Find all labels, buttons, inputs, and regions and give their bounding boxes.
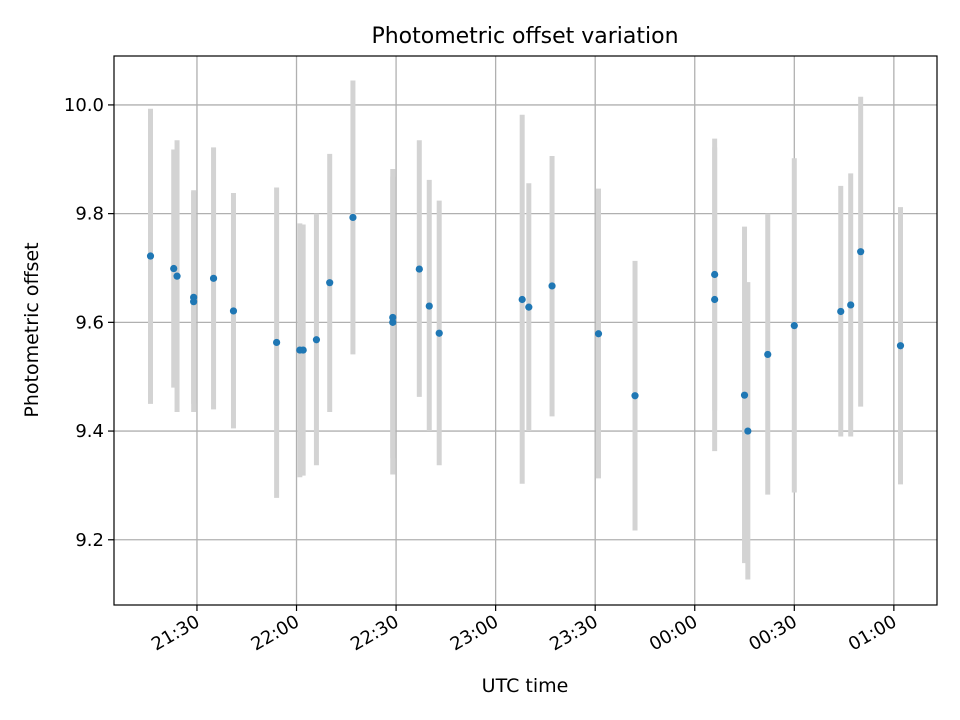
y-tick-label: 10.0 (64, 95, 104, 116)
data-point (273, 338, 281, 347)
data-point (764, 350, 772, 359)
data-point (711, 295, 719, 304)
data-point (190, 293, 198, 301)
data-point (146, 252, 155, 260)
data-point (518, 295, 526, 304)
chart-title: Photometric offset variation (371, 24, 678, 49)
data-point (415, 265, 423, 273)
grid (114, 56, 937, 605)
x-axis-label: UTC time (482, 675, 569, 697)
y-tick-label: 9.2 (75, 530, 104, 551)
data-point (170, 264, 178, 273)
data-point (173, 272, 181, 280)
data-point (326, 279, 334, 287)
data-point (435, 329, 443, 337)
data-point (896, 342, 905, 350)
data-point (847, 301, 855, 309)
y-tick-label: 9.4 (75, 421, 104, 442)
data-point (209, 274, 218, 282)
data-point (711, 270, 719, 279)
y-tick-label: 9.8 (75, 204, 104, 225)
data-point (744, 427, 752, 435)
data-point (229, 307, 238, 315)
data-point (631, 392, 639, 400)
y-tick-label: 9.6 (75, 312, 104, 333)
data-point (349, 213, 357, 222)
data-points (146, 213, 905, 435)
data-point (594, 330, 603, 338)
data-point (425, 302, 433, 310)
y-axis-label: Photometric offset (21, 242, 43, 417)
data-point (837, 307, 845, 316)
plot-area-frame (113, 55, 938, 606)
y-axis-ticks: 9.2 9.4 9.6 9.8 10.0 (64, 95, 114, 551)
data-point (312, 336, 321, 344)
data-point (790, 322, 798, 330)
data-point (525, 303, 533, 311)
data-point (389, 313, 397, 322)
data-point (548, 282, 556, 290)
data-point (740, 391, 749, 399)
data-point (299, 346, 307, 354)
data-point (857, 248, 865, 256)
